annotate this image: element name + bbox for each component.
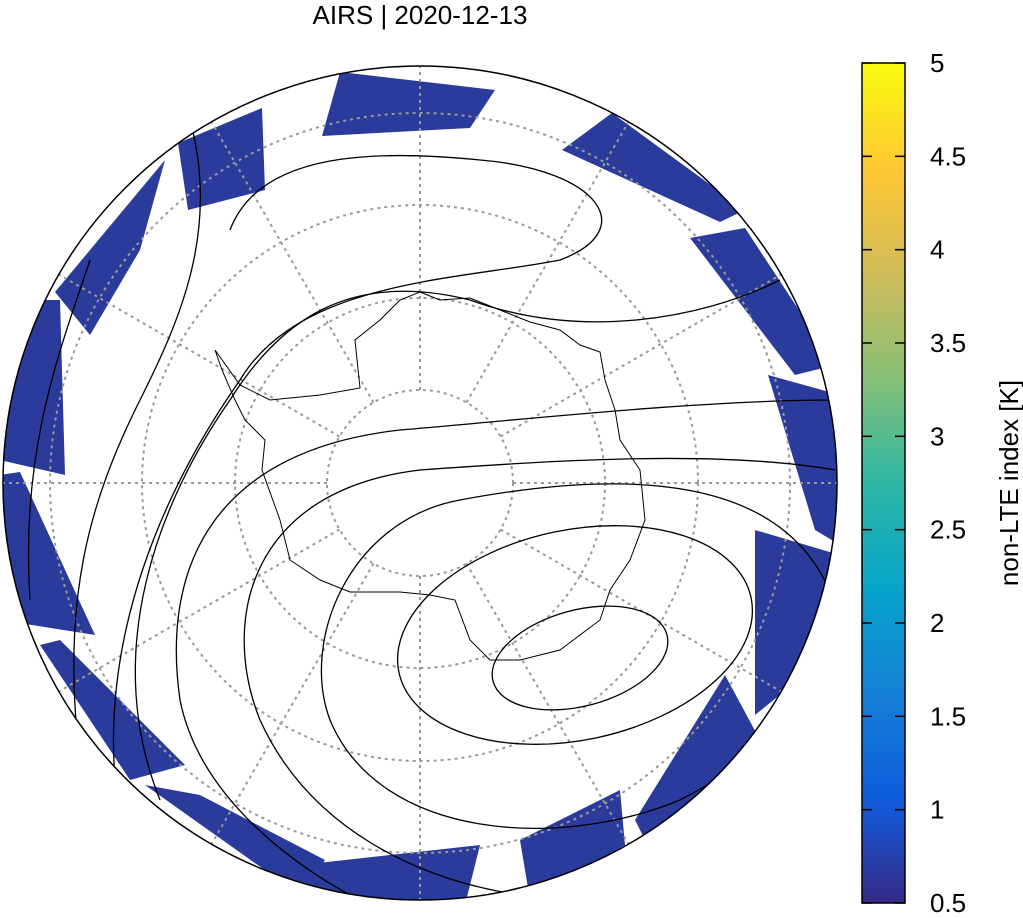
tick-label: 1	[930, 795, 944, 825]
tick-label: 3	[930, 421, 944, 451]
tick-label: 5	[930, 48, 944, 78]
coastline	[214, 291, 646, 661]
tick-label: 0.5	[930, 888, 966, 913]
tick-label: 3.5	[930, 328, 966, 358]
swath	[755, 530, 837, 715]
meridian	[55, 528, 340, 694]
meridian	[209, 118, 375, 403]
meridian	[465, 118, 631, 403]
map	[3, 66, 837, 900]
meridian	[500, 272, 785, 438]
swath	[300, 845, 480, 900]
contours	[27, 119, 836, 900]
colorbar-label: non-LTE index [K]	[994, 380, 1023, 586]
graticule	[3, 66, 837, 900]
tick-label: 2	[930, 608, 944, 638]
title: AIRS | 2020-12-13	[313, 0, 528, 30]
swath	[3, 300, 65, 475]
tick-label: 4	[930, 235, 944, 265]
colorbar	[861, 62, 906, 904]
tick-label: 2.5	[930, 515, 966, 545]
swath	[40, 640, 185, 780]
swath	[55, 160, 165, 335]
swaths	[3, 72, 837, 900]
tick-label: 4.5	[930, 141, 966, 171]
swath	[178, 108, 265, 210]
swath	[562, 113, 745, 222]
swath	[3, 472, 95, 635]
swath	[145, 785, 325, 895]
meridian	[55, 272, 340, 438]
swath	[635, 675, 760, 850]
swath	[768, 375, 837, 545]
swath	[322, 72, 495, 136]
swath	[690, 228, 835, 375]
swath	[520, 790, 625, 900]
meridian	[209, 563, 375, 848]
map-border	[2, 65, 838, 901]
meridian	[465, 563, 631, 848]
tick-label: 1.5	[930, 701, 966, 731]
